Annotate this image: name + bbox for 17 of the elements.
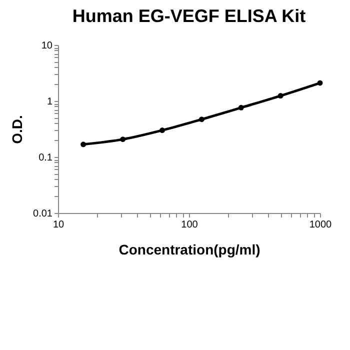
y-tick-label: 0.01 bbox=[33, 208, 53, 220]
y-axis-title: O.D. bbox=[9, 115, 26, 144]
y-tick-label: 1 bbox=[46, 96, 53, 108]
x-tick-label: 10 bbox=[52, 220, 64, 230]
x-tick-label: 1000 bbox=[309, 220, 332, 230]
x-tick-label: 100 bbox=[181, 220, 198, 230]
x-axis-title: Concentration(pg/ml) bbox=[118, 242, 260, 258]
point bbox=[238, 104, 244, 110]
point bbox=[160, 128, 165, 134]
y-tick-label: 10 bbox=[41, 40, 53, 52]
point bbox=[198, 116, 204, 122]
point bbox=[80, 142, 86, 148]
y-tick-label: 0.1 bbox=[38, 152, 53, 164]
point bbox=[120, 136, 126, 142]
chart-title: Human EG-VEGF ELISA Kit bbox=[72, 6, 306, 26]
point bbox=[278, 93, 284, 98]
point bbox=[317, 80, 323, 86]
